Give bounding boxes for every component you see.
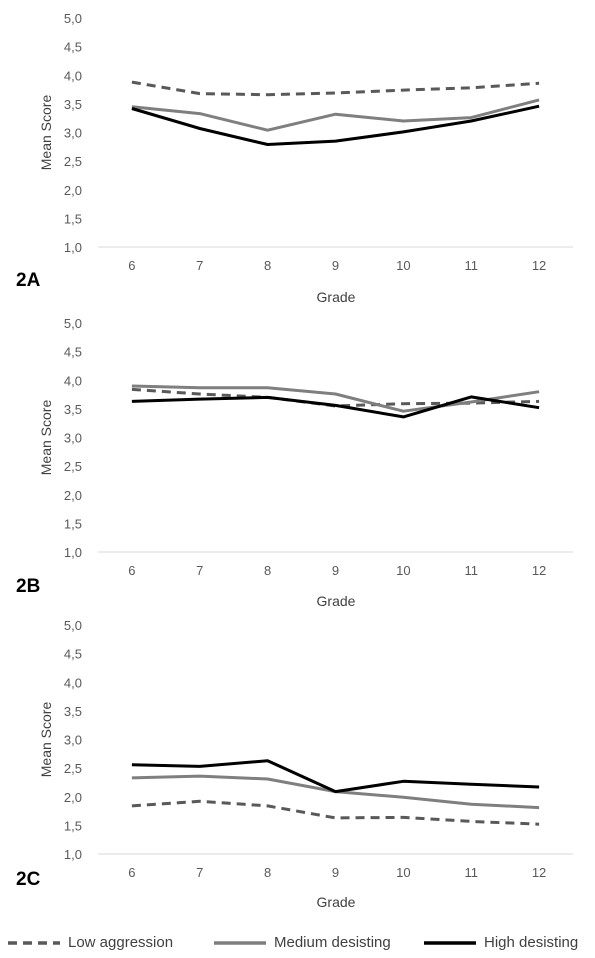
panel-1-x-tick-label: 12: [532, 258, 546, 273]
panel-2-y-tick-label: 4,5: [64, 345, 82, 360]
panel-1-x-tick-label: 11: [464, 258, 478, 273]
panel-2-series-high-desisting: [131, 395, 540, 419]
panel-3-y-tick-label: 2,5: [64, 761, 82, 776]
panel-2-y-tick-label: 3,0: [64, 431, 82, 446]
panel-2-x-tick-label: 11: [464, 563, 478, 578]
panel-3-x-axis-title: Grade: [317, 894, 356, 910]
legend-item-high-desisting: High desisting: [422, 934, 578, 951]
panel-2-x-axis-title: Grade: [317, 593, 356, 609]
panel-label-2c: 2C: [16, 869, 41, 890]
panel-2-y-tick-label: 2,5: [64, 459, 82, 474]
panel-3-y-tick-label: 2,0: [64, 790, 82, 805]
panel-3-y-tick-label: 3,5: [64, 704, 82, 719]
panel-3-x-tick-label: 11: [464, 865, 478, 880]
panel-3-x-tick-label: 7: [196, 865, 203, 880]
panel-2-y-tick-label: 1,0: [64, 545, 82, 560]
legend-item-low-aggression: Low aggression: [6, 934, 173, 951]
panel-3-y-tick-label: 3,0: [64, 733, 82, 748]
panel-1-x-tick-label: 9: [332, 258, 339, 273]
panel-1-x-axis-title: Grade: [317, 289, 356, 305]
legend-swatch-medium-desisting: [214, 940, 266, 945]
panel-1-y-tick-label: 1,0: [64, 240, 82, 255]
legend: Low aggression Medium desisting High des…: [0, 930, 595, 958]
panel-1-series-low-aggression: [131, 80, 540, 97]
panel-2-x-tick-label: 7: [196, 563, 203, 578]
panel-3-series-low-aggression: [131, 799, 540, 826]
panel-2-y-tick-label: 5,0: [64, 316, 82, 331]
legend-label-medium-desisting: Medium desisting: [274, 934, 391, 951]
panel-1-y-axis-title: Mean Score: [38, 95, 54, 171]
panel-label-2b: 2B: [16, 576, 41, 597]
panel-1-y-tick-label: 3,5: [64, 97, 82, 112]
legend-label-high-desisting: High desisting: [484, 934, 579, 951]
panel-3-x-tick-label: 12: [532, 865, 546, 880]
panel-1-y-tick-label: 5,0: [64, 11, 82, 26]
panel-1-series-medium-desisting: [131, 98, 540, 132]
panel-3-x-tick-label: 6: [128, 865, 135, 880]
panel-2-x-tick-label: 6: [128, 563, 135, 578]
panel-1-x-tick-label: 7: [196, 258, 203, 273]
panel-3-y-tick-label: 4,0: [64, 675, 82, 690]
panel-3-y-tick-label: 1,5: [64, 818, 82, 833]
panel-1-x-tick-label: 6: [128, 258, 135, 273]
panel-2-y-tick-label: 4,0: [64, 373, 82, 388]
panel-1-series-high-desisting: [131, 104, 540, 146]
panel-2-x-tick-label: 8: [264, 563, 271, 578]
panel-1-x-tick-label: 8: [264, 258, 271, 273]
panel-3-y-tick-label: 5,0: [64, 618, 82, 633]
panel-1-x-tick-label: 10: [396, 258, 410, 273]
panel-3-series-high-desisting: [131, 759, 540, 794]
panel-1-y-tick-label: 3,0: [64, 126, 82, 141]
panel-1-y-tick-label: 4,5: [64, 40, 82, 55]
panel-3-x-tick-label: 9: [332, 865, 339, 880]
panel-label-2a: 2A: [16, 270, 41, 291]
panel-2-series-low-aggression: [131, 387, 540, 408]
panel-3-x-tick-label: 8: [264, 865, 271, 880]
legend-label-low-aggression: Low aggression: [68, 934, 174, 951]
panel-3-y-tick-label: 1,0: [64, 847, 82, 862]
panel-2-x-tick-label: 10: [396, 563, 410, 578]
panel-2-y-axis-title: Mean Score: [38, 400, 54, 476]
panel-2-y-tick-label: 2,0: [64, 488, 82, 503]
panel-3-x-tick-label: 10: [396, 865, 410, 880]
legend-swatch-high-desisting: [424, 940, 476, 945]
panel-2-x-tick-label: 9: [332, 563, 339, 578]
panel-1-y-tick-label: 4,0: [64, 68, 82, 83]
panel-3-y-tick-label: 4,5: [64, 647, 82, 662]
panel-2-y-tick-label: 1,5: [64, 516, 82, 531]
panel-3-y-axis-title: Mean Score: [38, 702, 54, 778]
panel-2-y-tick-label: 3,5: [64, 402, 82, 417]
panel-2-series-medium-desisting: [131, 384, 540, 413]
panel-1-y-tick-label: 2,0: [64, 183, 82, 198]
legend-item-medium-desisting: Medium desisting: [212, 934, 391, 951]
legend-swatch-low-aggression: [8, 940, 60, 945]
panel-1-y-tick-label: 2,5: [64, 154, 82, 169]
panel-2-x-tick-label: 12: [532, 563, 546, 578]
panel-1-y-tick-label: 1,5: [64, 211, 82, 226]
